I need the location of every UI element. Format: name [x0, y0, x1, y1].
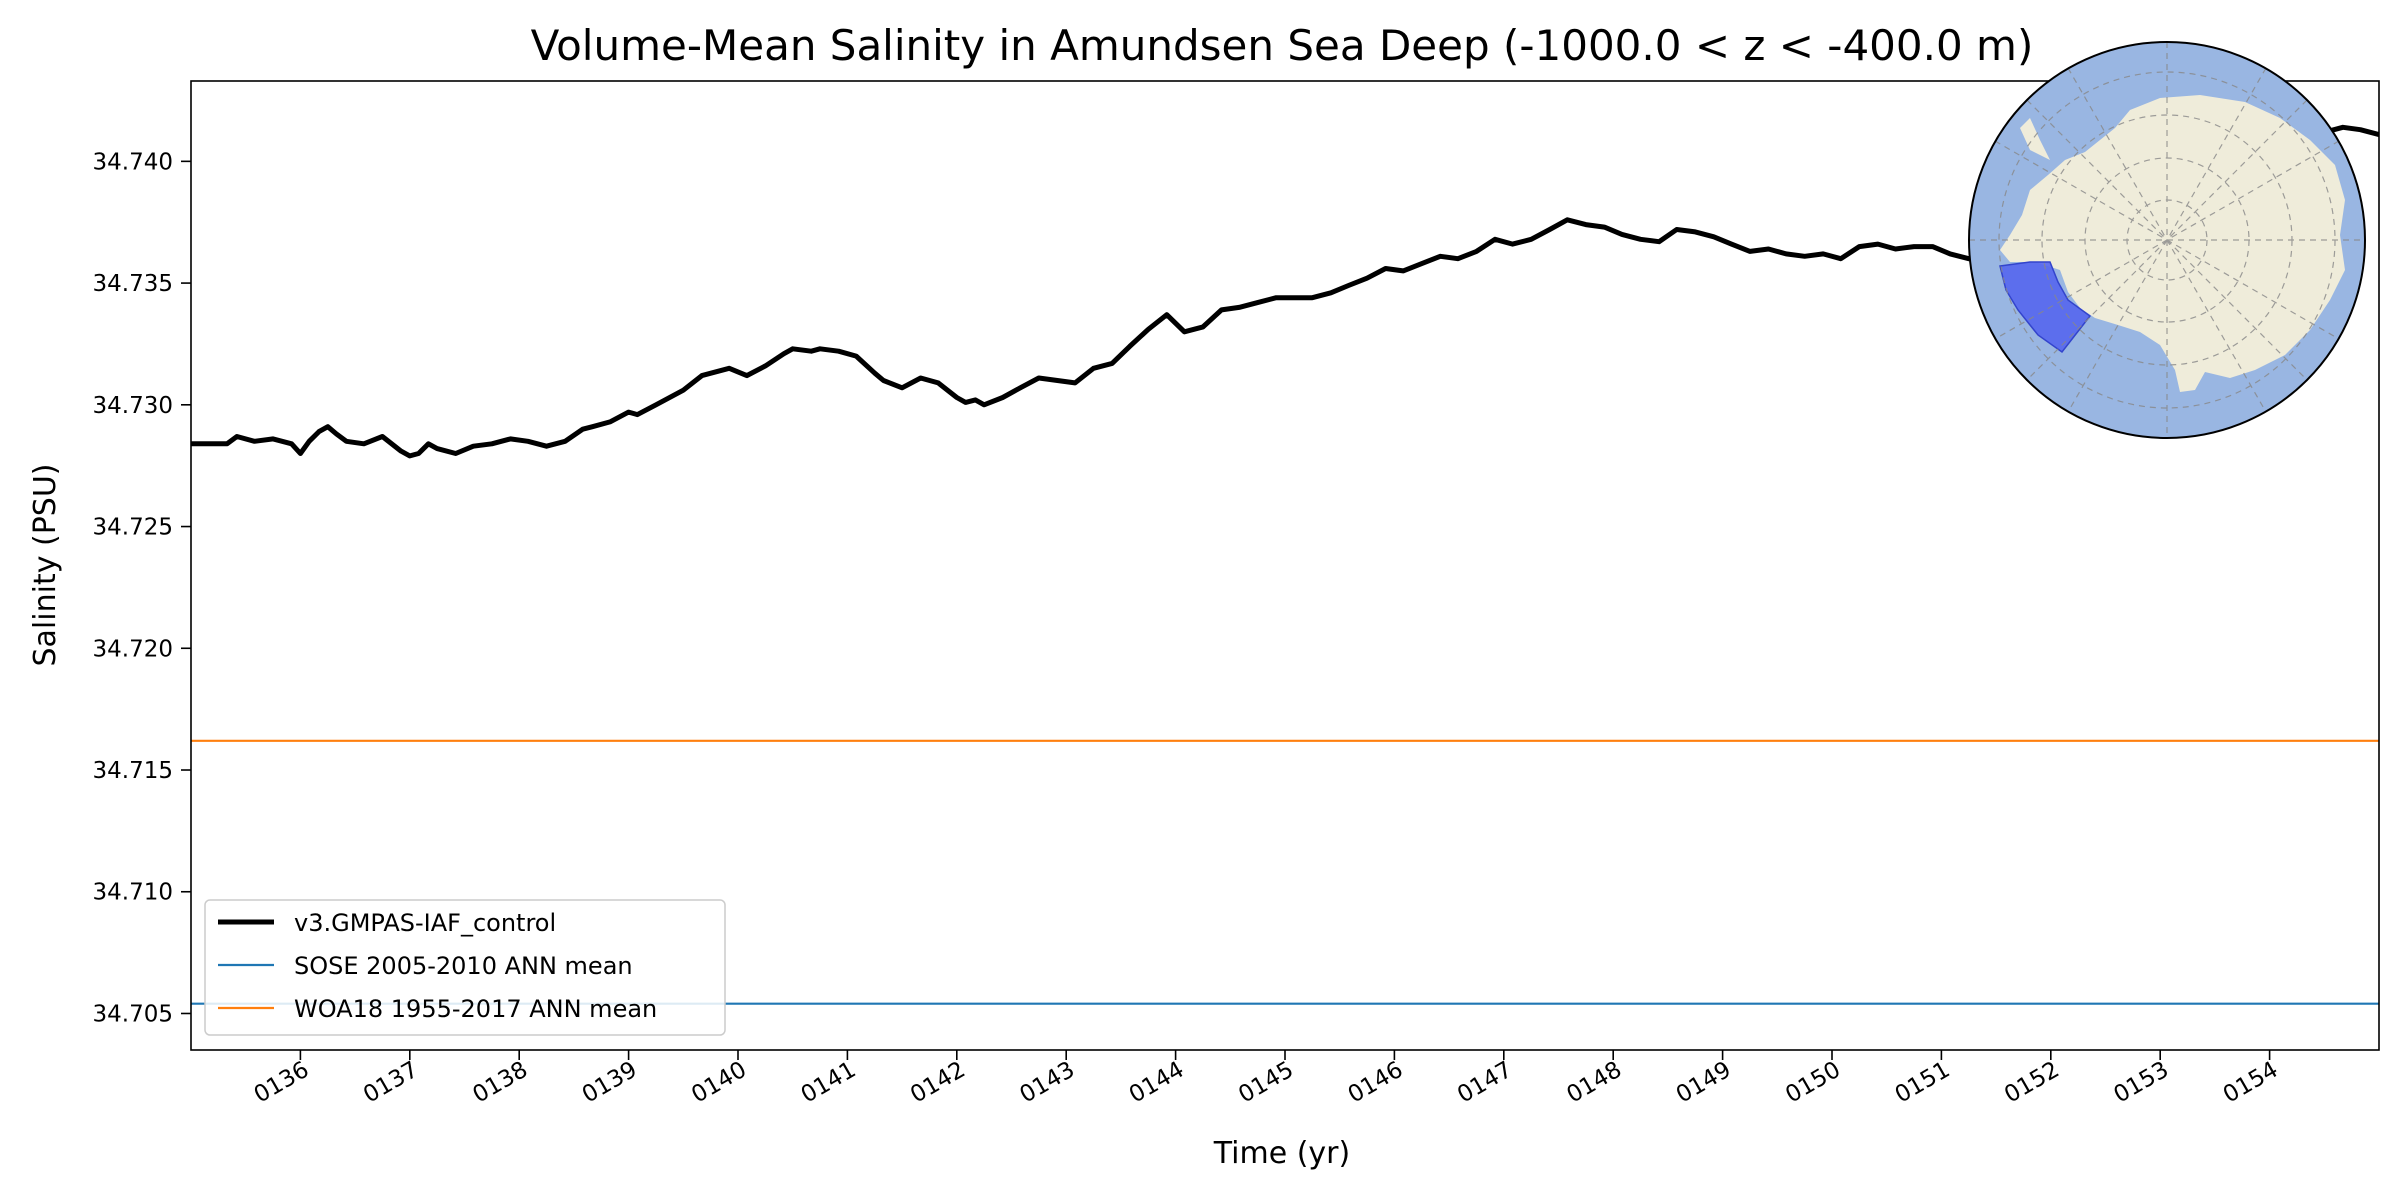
antarctica-inset-map: [1968, 41, 2366, 439]
y-tick-label: 34.710: [93, 880, 173, 906]
y-tick-label: 34.715: [93, 758, 173, 784]
legend-label-model: v3.GMPAS-IAF_control: [294, 909, 556, 937]
y-axis-title: Salinity (PSU): [28, 464, 63, 667]
legend-label-woa: WOA18 1955-2017 ANN mean: [294, 995, 657, 1023]
y-tick-label: 34.705: [93, 1001, 173, 1027]
y-tick-label: 34.720: [93, 636, 173, 662]
y-axis-ticks: 34.705 34.710 34.715 34.720 34.725 34.730 34.7…: [93, 149, 191, 1027]
x-axis-title: Time (yr): [1213, 1136, 1350, 1171]
series-line-0: [191, 124, 2379, 459]
amundsen-sea-region: [1999, 261, 2092, 354]
legend-box: [204, 899, 726, 1036]
chart-title: Volume-Mean Salinity in Amundsen Sea Dee…: [531, 21, 2034, 70]
y-tick-label: 34.740: [93, 149, 173, 175]
y-tick-label: 34.730: [93, 393, 173, 419]
graticule-lines: [1969, 42, 2365, 438]
legend-label-sose: SOSE 2005-2010 ANN mean: [294, 952, 633, 980]
legend: v3.GMPAS-IAF_control SOSE 2005-2010 ANN …: [204, 899, 726, 1036]
y-tick-label: 34.735: [93, 271, 173, 297]
antarctica-landmass: [2000, 95, 2345, 392]
plot-frame: [190, 80, 2380, 1051]
globe-outline: [1968, 41, 2366, 439]
y-tick-label: 34.725: [93, 515, 173, 541]
